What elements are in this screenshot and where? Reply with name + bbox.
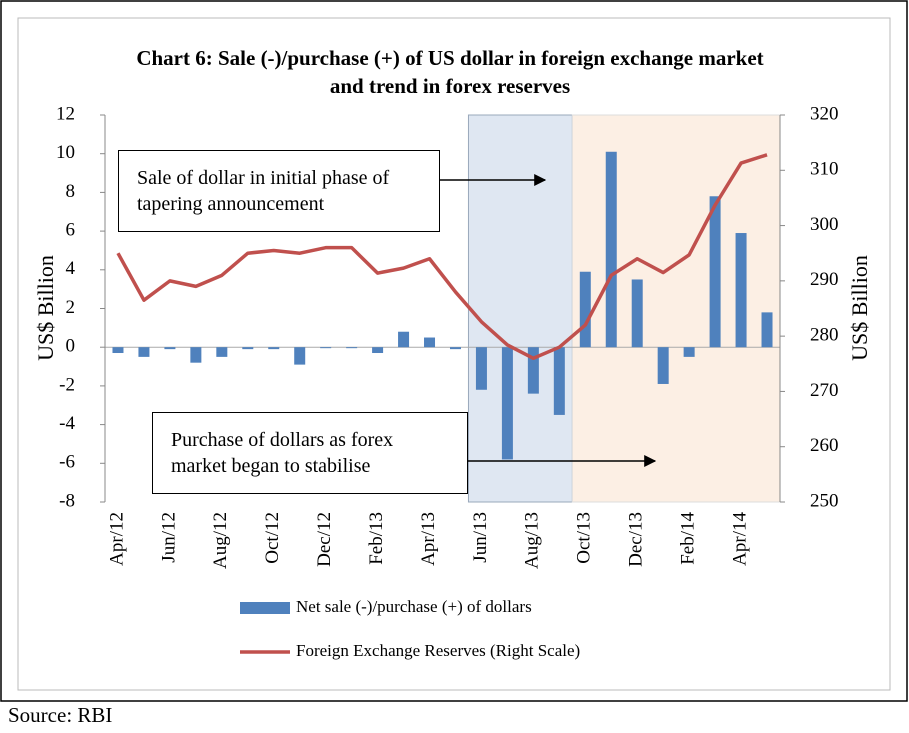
x-tick-label: Apr/13 (418, 512, 439, 566)
bar (657, 347, 669, 384)
y-tick-label: 12 (56, 103, 75, 124)
chart-title: Chart 6: Sale (-)/purchase (+) of US dol… (136, 46, 764, 98)
bar (268, 347, 280, 350)
y-tick-label: -4 (59, 413, 75, 434)
bar (398, 331, 410, 348)
x-tick-label: Feb/13 (366, 512, 387, 565)
x-tick-label: Apr/14 (729, 512, 750, 566)
x-tick-label: Oct/12 (262, 512, 283, 564)
y-tick-label: 10 (56, 142, 75, 163)
x-tick-label: Jun/13 (470, 512, 491, 563)
bar (501, 347, 513, 460)
y-tick-label: -2 (59, 374, 75, 395)
y2-tick-label: 290 (810, 269, 839, 290)
legend-label: Net sale (-)/purchase (+) of dollars (296, 597, 532, 616)
bar (683, 347, 695, 357)
x-tick-label: Jun/12 (158, 512, 179, 563)
y2-tick-label: 300 (810, 214, 839, 235)
shade-sale (467, 114, 573, 503)
bar (294, 347, 306, 365)
y-tick-label: -8 (59, 490, 75, 511)
bar (138, 347, 150, 357)
x-tick-label: Oct/13 (574, 512, 595, 564)
x-tick-label: Dec/13 (626, 512, 647, 567)
x-tick-label: Aug/12 (210, 512, 231, 569)
annotation: Purchase of dollars as forex market bega… (152, 412, 468, 494)
bar (475, 347, 487, 390)
y2-tick-label: 310 (810, 159, 839, 180)
y2-tick-label: 320 (810, 103, 839, 124)
y-axis-label: US$ Billion (33, 255, 58, 361)
bar (579, 271, 591, 348)
y-tick-label: 4 (66, 258, 76, 279)
chart-frame (17, 17, 891, 691)
y2-tick-label: 280 (810, 325, 839, 346)
bar (112, 347, 124, 354)
y-tick-label: 0 (66, 336, 76, 357)
bar (605, 151, 617, 348)
legend-label: Foreign Exchange Reserves (Right Scale) (296, 641, 580, 660)
bar (242, 347, 254, 350)
bar (553, 347, 565, 415)
y2-axis-label: US$ Billion (847, 255, 872, 361)
bar (527, 347, 539, 394)
bar (424, 337, 436, 348)
y-tick-label: 2 (66, 297, 76, 318)
y-tick-label: -6 (59, 452, 75, 473)
bar (372, 347, 384, 354)
source: Source: RBI (8, 703, 113, 727)
bar (709, 196, 721, 348)
bar (761, 312, 773, 348)
bar (449, 347, 461, 350)
bar (631, 279, 643, 348)
shade-purchase (571, 114, 781, 503)
bar (346, 347, 358, 349)
y2-tick-label: 250 (810, 490, 839, 511)
y-tick-label: 6 (66, 219, 76, 240)
x-tick-label: Apr/12 (106, 512, 127, 566)
bar (320, 347, 332, 349)
line (116, 153, 768, 361)
bar (190, 347, 202, 363)
bar (164, 347, 176, 350)
x-tick-label: Dec/12 (314, 512, 335, 567)
legend-swatch (240, 602, 290, 614)
y2-tick-label: 260 (810, 435, 839, 456)
bar (735, 233, 747, 348)
bar (216, 347, 228, 357)
x-tick-label: Aug/13 (522, 512, 543, 569)
y-tick-label: 8 (66, 181, 76, 202)
y2-tick-label: 270 (810, 380, 839, 401)
x-tick-label: Feb/14 (677, 512, 698, 565)
annotation: Sale of dollar in initial phase of taper… (118, 150, 440, 232)
